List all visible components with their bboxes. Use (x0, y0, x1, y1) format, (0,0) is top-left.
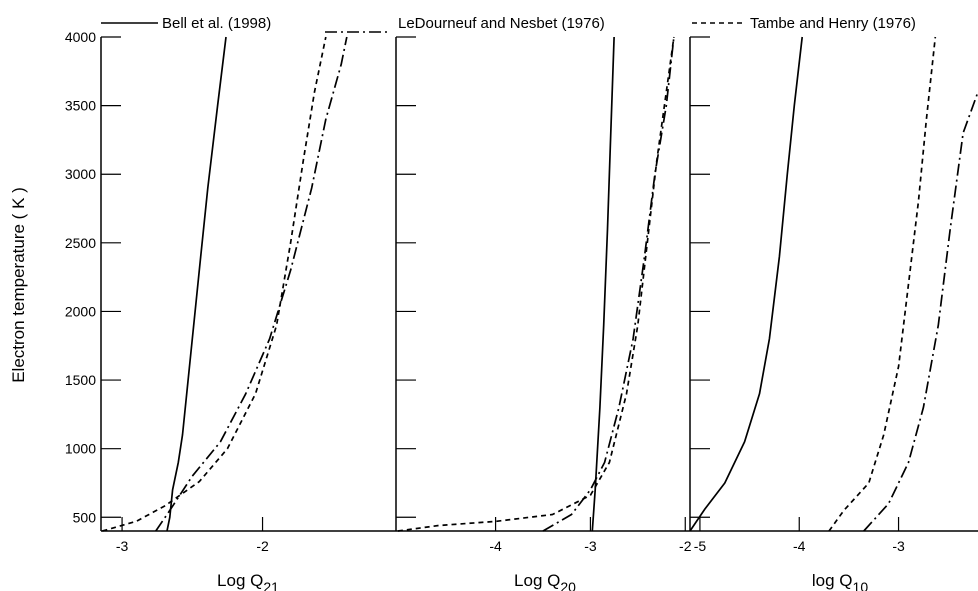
x-tick-label-panel-2--3: -3 (892, 538, 905, 554)
series-line-panel-2-ledourneuf-and-nesbet-1976 (863, 91, 978, 532)
y-axis-label: Electron temperature ( K ) (9, 187, 28, 383)
legend-label-tambe: Tambe and Henry (1976) (750, 15, 916, 32)
x-tick-label-panel-1--3: -3 (584, 538, 597, 554)
x-tick-label-panel-1--4: -4 (489, 538, 502, 554)
x-axis-label-q21: Log Q21 (217, 571, 279, 591)
x-axis-label-q10-sub: 10 (853, 579, 869, 591)
legend: Bell et al. (1998) LeDourneuf and Nesbet… (101, 15, 916, 33)
x-tick-label-panel-2--4: -4 (793, 538, 806, 554)
x-tick-label-panel-1--2: -2 (679, 538, 692, 554)
x-axis-label-q20-sub: 20 (560, 579, 576, 591)
y-tick-labels: 500 1000 1500 2000 2500 3000 3500 4000 (65, 29, 96, 525)
series-line-panel-0-tambe-and-henry-1976 (102, 36, 327, 532)
series-line-panel-1-ledourneuf-and-nesbet-1976 (542, 36, 675, 532)
y-tick-label-3000: 3000 (65, 166, 96, 182)
x-axis-label-q21-sub: 21 (263, 579, 279, 591)
y-tick-label-3500: 3500 (65, 98, 96, 114)
panel-q21: -3 -2 Log Q21 (100, 36, 396, 591)
y-tick-label-2500: 2500 (65, 235, 96, 251)
x-axis-label-q10-main: log Q (812, 571, 853, 590)
y-tick-label-500: 500 (73, 509, 97, 525)
y-tick-label-4000: 4000 (65, 29, 96, 45)
x-tick-label-panel-2--5: -5 (694, 538, 707, 554)
series-line-panel-2-tambe-and-henry-1976 (828, 36, 937, 532)
panel-q10: -5 -4 -3 log Q10 (689, 36, 978, 591)
y-tick-label-1500: 1500 (65, 372, 96, 388)
series-line-panel-0-bell-et-al-1998 (166, 36, 227, 532)
y-tick-label-1000: 1000 (65, 441, 96, 457)
x-axis-label-q10: log Q10 (812, 571, 868, 591)
series-line-panel-1-bell-et-al-1998 (591, 36, 615, 532)
legend-label-ledourneuf: LeDourneuf and Nesbet (1976) (398, 15, 605, 32)
series-line-panel-2-bell-et-al-1998 (689, 36, 804, 532)
y-tick-label-2000: 2000 (65, 303, 96, 319)
series-line-panel-0-ledourneuf-and-nesbet-1976 (155, 36, 348, 532)
legend-label-bell: Bell et al. (1998) (162, 15, 271, 32)
series-line-panel-1-tambe-and-henry-1976 (397, 36, 675, 532)
x-tick-label-panel-0--2: -2 (256, 538, 269, 554)
x-axis-label-q20: Log Q20 (514, 571, 576, 591)
x-axis-label-q21-main: Log Q (217, 571, 263, 590)
x-axis-label-q20-main: Log Q (514, 571, 560, 590)
x-tick-label-panel-0--3: -3 (116, 538, 129, 554)
panel-q20: -4 -3 -2 Log Q20 (395, 36, 692, 591)
